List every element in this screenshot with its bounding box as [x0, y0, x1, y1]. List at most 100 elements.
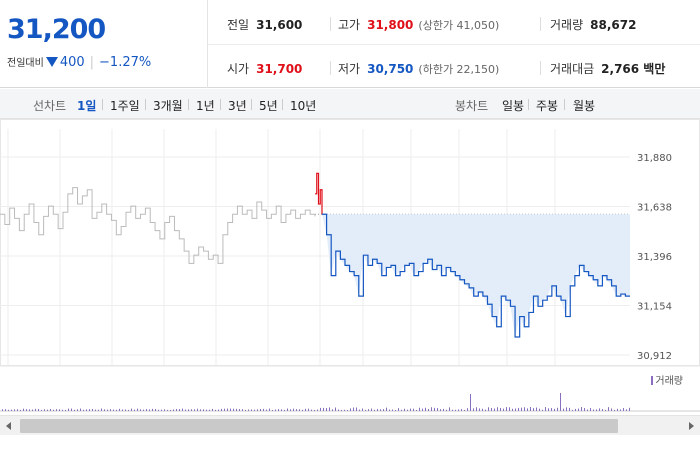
- volume-bar: [458, 409, 459, 411]
- volume-bar: [224, 408, 225, 411]
- divider: [145, 99, 146, 110]
- volume-bar: [596, 409, 597, 411]
- volume-bar: [20, 409, 21, 411]
- high-label: 고가: [338, 18, 361, 32]
- tab-daily-candle[interactable]: 일봉: [502, 99, 525, 113]
- volume-bar: [230, 408, 231, 411]
- volume-bar: [326, 408, 327, 411]
- volume-bar: [227, 408, 228, 411]
- volume-bar: [473, 408, 474, 411]
- volume-bar: [170, 409, 171, 411]
- scroll-thumb[interactable]: [20, 419, 618, 433]
- open-value: 31,700: [256, 62, 303, 76]
- volume-bar: [533, 408, 534, 411]
- scroll-right-icon[interactable]: [689, 422, 694, 430]
- tab-1w[interactable]: 1주일: [110, 99, 140, 113]
- volume-bar: [404, 408, 405, 411]
- volume-bar: [425, 407, 426, 411]
- volume-bar: [506, 407, 507, 411]
- tab-3y[interactable]: 3년: [228, 99, 247, 113]
- volume-bar: [293, 408, 294, 411]
- volume-bar: [194, 409, 195, 411]
- volume-bar: [350, 408, 351, 411]
- tab-5y[interactable]: 5년: [259, 99, 278, 113]
- down-triangle-icon: [45, 57, 58, 67]
- prev-close: 전일 31,600: [227, 16, 302, 33]
- volume-bar: [359, 409, 360, 411]
- volume-bar: [566, 407, 567, 411]
- volume-bar: [116, 409, 117, 411]
- volume-bar: [368, 409, 369, 411]
- volume-bar: [434, 407, 435, 411]
- volume-bar: [605, 409, 606, 411]
- divider: |: [89, 55, 95, 70]
- volume-bar: [581, 407, 582, 411]
- volume-bar: [455, 409, 456, 411]
- scroll-left-icon[interactable]: [6, 422, 11, 430]
- chart-tabs: 선차트 1일 1주일 3개월 1년 3년 5년 10년 봉차트 일봉 주봉 월봉: [0, 89, 700, 119]
- volume-bar: [494, 408, 495, 411]
- volume-bar: [275, 409, 276, 411]
- volume-bar: [176, 408, 177, 411]
- volume-bar: [569, 407, 570, 411]
- volume-bar: [155, 409, 156, 411]
- volume-bar: [380, 409, 381, 411]
- volume-bar: [191, 409, 192, 411]
- volume-bar: [587, 409, 588, 411]
- volume-bar: [518, 407, 519, 411]
- volume-bar: [557, 407, 558, 411]
- volume-bar: [362, 408, 363, 411]
- volume-bar: [608, 407, 609, 411]
- tab-1d[interactable]: 1일: [77, 99, 97, 113]
- price-chart: 31,880 31,638 31,396 31,154 30,912: [0, 119, 700, 412]
- volume-bar: [101, 408, 102, 411]
- volume-bar: [44, 409, 45, 411]
- tab-weekly-candle[interactable]: 주봉: [536, 99, 559, 113]
- tab-10y[interactable]: 10년: [290, 99, 317, 113]
- volume-bar: [584, 408, 585, 411]
- volume-bar: [629, 407, 630, 411]
- volume-bar: [470, 393, 471, 411]
- volume-bar: [539, 408, 540, 411]
- volume-bar: [353, 407, 354, 411]
- volume-bar: [77, 409, 78, 411]
- volume-bar: [620, 409, 621, 411]
- volume-bar: [17, 409, 18, 411]
- volume-bar: [269, 408, 270, 411]
- volume-bar: [266, 409, 267, 411]
- volume-bar: [185, 409, 186, 411]
- volume-bar: [245, 409, 246, 411]
- volume-bar: [206, 409, 207, 411]
- y-tick-label: 30,912: [637, 351, 672, 362]
- change-label: 전일대비: [7, 58, 44, 69]
- volume-bar: [419, 407, 420, 411]
- chart-scrollbar[interactable]: [0, 415, 700, 435]
- volume-bar: [26, 409, 27, 411]
- volume-bar: [524, 407, 525, 411]
- volume-bar: [233, 408, 234, 411]
- volume-bar: [617, 408, 618, 411]
- volume-bar: [212, 408, 213, 411]
- volume-bar: [65, 409, 66, 411]
- volume-bar: [41, 409, 42, 411]
- volume-bar: [38, 409, 39, 411]
- volume-bar: [347, 409, 348, 411]
- volume-swatch-icon: [651, 376, 654, 385]
- volume-bar: [134, 409, 135, 411]
- volume-bar: [461, 409, 462, 411]
- volume-bar: [377, 408, 378, 411]
- divider: [330, 17, 331, 31]
- volume-bar: [536, 407, 537, 411]
- turnover-value: 2,766 백만: [601, 62, 666, 76]
- tab-1y[interactable]: 1년: [196, 99, 215, 113]
- turnover-label: 거래대금: [550, 62, 595, 76]
- tab-3m[interactable]: 3개월: [153, 99, 183, 113]
- open: 시가 31,700: [227, 60, 302, 77]
- tab-monthly-candle[interactable]: 월봉: [573, 99, 596, 113]
- volume-bar: [122, 409, 123, 411]
- divider: [540, 61, 541, 75]
- price-box: 31,200 전일대비 400 | −1.27%: [0, 0, 208, 88]
- volume-bar: [365, 409, 366, 411]
- divider: [220, 99, 221, 110]
- volume-bar: [443, 408, 444, 411]
